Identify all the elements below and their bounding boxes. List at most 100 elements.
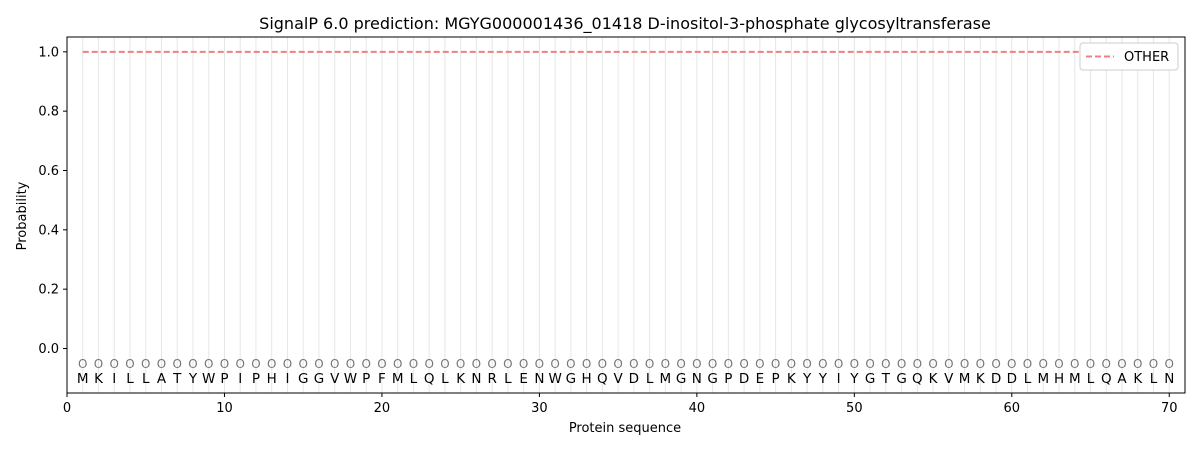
x-axis-ticks: 0 10 20 30 40 50 60 70 — [63, 393, 1178, 416]
y-tick-label: 0.4 — [38, 223, 59, 238]
residue-label: I — [285, 371, 289, 387]
residue-marker: O — [1086, 357, 1095, 371]
residue-label: E — [519, 371, 528, 387]
residue-label: G — [566, 371, 576, 387]
residue-marker: O — [771, 357, 780, 371]
residue-marker: O — [739, 357, 748, 371]
residue-marker: O — [1149, 357, 1158, 371]
residue-label: V — [944, 371, 954, 387]
residue-marker: O — [897, 357, 906, 371]
residue-label: L — [646, 371, 654, 387]
residue-label: N — [471, 371, 481, 387]
residue-marker: O — [1070, 357, 1079, 371]
residue-label: N — [534, 371, 544, 387]
residue-marker: O — [850, 357, 859, 371]
residue-label: D — [629, 371, 639, 387]
residue-label: P — [772, 371, 780, 387]
residue-marker: O — [629, 357, 638, 371]
residue-label: Y — [818, 371, 828, 387]
chart-title: SignalP 6.0 prediction: MGYG000001436_01… — [259, 14, 991, 34]
residue-marker: O — [172, 357, 181, 371]
residue-label: R — [487, 371, 496, 387]
residue-label: H — [1054, 371, 1064, 387]
residue-marker: O — [1039, 357, 1048, 371]
legend: OTHER — [1079, 42, 1179, 71]
residue-label: I — [837, 371, 841, 387]
residue-label: Y — [849, 371, 859, 387]
residue-label: W — [344, 371, 357, 387]
residue-marker: O — [991, 357, 1000, 371]
residue-marker: O — [314, 357, 323, 371]
residue-label: D — [1007, 371, 1017, 387]
residue-label: L — [504, 371, 512, 387]
residue-marker: O — [267, 357, 276, 371]
residue-marker: O — [157, 357, 166, 371]
residue-label: L — [410, 371, 418, 387]
residue-marker: O — [298, 357, 307, 371]
x-tick-label: 60 — [1004, 401, 1021, 416]
x-tick-label: 70 — [1161, 401, 1178, 416]
y-tick-label: 0.2 — [38, 283, 59, 298]
residue-label: P — [220, 371, 228, 387]
residue-label: A — [1117, 371, 1127, 387]
residue-label: M — [959, 371, 971, 387]
residue-label: K — [456, 371, 466, 387]
residue-label: K — [787, 371, 797, 387]
residue-label: D — [991, 371, 1001, 387]
residue-label: M — [392, 371, 404, 387]
residue-label: N — [1164, 371, 1174, 387]
residue-marker: O — [487, 357, 496, 371]
residue-marker: O — [1054, 357, 1063, 371]
residue-label: H — [582, 371, 592, 387]
residue-label: Q — [424, 371, 435, 387]
residue-marker: O — [393, 357, 402, 371]
residue-label: P — [724, 371, 732, 387]
residue-marker: O — [346, 357, 355, 371]
y-tick-label: 0.8 — [38, 105, 59, 120]
residue-marker: O — [676, 357, 685, 371]
residue-marker: O — [125, 357, 134, 371]
residue-marker: O — [692, 357, 701, 371]
residue-label: I — [238, 371, 242, 387]
residue-label: N — [692, 371, 702, 387]
residue-marker: O — [818, 357, 827, 371]
residue-label: G — [314, 371, 324, 387]
residue-label: T — [881, 371, 891, 387]
residue-marker: O — [141, 357, 150, 371]
residue-marker: O — [755, 357, 764, 371]
residue-label: G — [298, 371, 308, 387]
residue-label: W — [548, 371, 561, 387]
residue-marker: O — [913, 357, 922, 371]
residue-marker: O — [235, 357, 244, 371]
residue-marker: O — [1007, 357, 1016, 371]
residue-grid — [82, 37, 1170, 393]
residue-label: L — [1024, 371, 1032, 387]
residue-marker: O — [834, 357, 843, 371]
residue-marker: O — [928, 357, 937, 371]
residue-label: G — [707, 371, 717, 387]
residue-marker: O — [456, 357, 465, 371]
residue-label: L — [126, 371, 134, 387]
x-axis-label: Protein sequence — [569, 421, 681, 436]
residue-marker: O — [1117, 357, 1126, 371]
x-tick-label: 0 — [63, 401, 71, 416]
residue-marker: O — [550, 357, 559, 371]
residue-label: Y — [188, 371, 198, 387]
residue-marker: O — [472, 357, 481, 371]
residue-marker: O — [976, 357, 985, 371]
residue-marker: O — [110, 357, 119, 371]
legend-label-other: OTHER — [1124, 50, 1169, 65]
legend-box — [1079, 42, 1179, 71]
residue-marker: O — [613, 357, 622, 371]
residue-label: F — [378, 371, 386, 387]
residue-label: G — [896, 371, 906, 387]
residue-label: Y — [802, 371, 812, 387]
y-axis-label: Probability — [15, 181, 30, 250]
x-tick-label: 20 — [374, 401, 391, 416]
residue-label: L — [142, 371, 150, 387]
residue-marker: O — [424, 357, 433, 371]
residue-marker: O — [251, 357, 260, 371]
residue-marker: O — [566, 357, 575, 371]
residue-label: T — [172, 371, 182, 387]
